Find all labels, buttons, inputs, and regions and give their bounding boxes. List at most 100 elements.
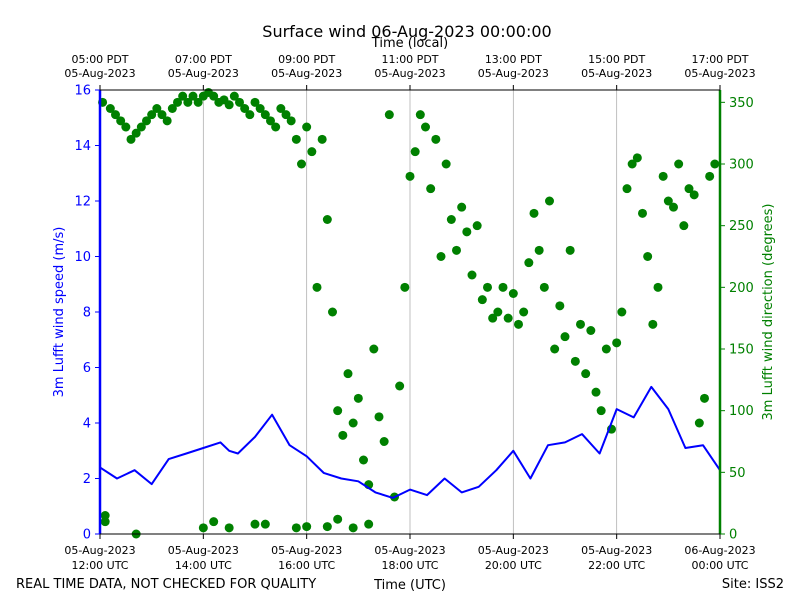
direction-point — [348, 418, 358, 428]
direction-point — [147, 110, 157, 120]
grid-lines — [202, 90, 618, 534]
direction-point — [183, 97, 193, 107]
direction-point — [441, 159, 451, 169]
direction-point — [162, 116, 172, 126]
direction-point — [111, 110, 120, 120]
direction-point — [483, 282, 492, 292]
direction-point — [477, 295, 487, 305]
top-tick-date: 05-Aug-2023 — [581, 67, 652, 80]
direction-point — [653, 282, 663, 292]
direction-point — [245, 110, 255, 120]
wind-speed-line — [99, 385, 721, 499]
right-tick-label: 50 — [729, 466, 746, 481]
left-axis-ticks: 0 2 4 6 8 10 12 14 16 — [74, 84, 100, 543]
direction-point — [700, 393, 709, 403]
bottom-tick-time: 18:00 UTC — [381, 559, 438, 572]
direction-point — [462, 227, 472, 237]
direction-point — [188, 91, 198, 101]
bottom-tick-time: 12:00 UTC — [71, 559, 128, 572]
direction-point — [157, 110, 167, 120]
direction-point — [524, 258, 534, 268]
left-tick-label: 4 — [83, 417, 91, 432]
direction-point — [550, 344, 560, 354]
top-tick-time: 09:00 PDT — [278, 53, 335, 66]
direction-point — [235, 97, 244, 107]
direction-point — [508, 289, 518, 298]
bottom-tick-date: 05-Aug-2023 — [271, 544, 342, 557]
direction-point — [663, 196, 673, 206]
right-tick-label: 350 — [729, 96, 754, 111]
direction-point — [359, 455, 368, 465]
bottom-tick-time: 14:00 UTC — [175, 559, 232, 572]
direction-point — [431, 134, 441, 144]
direction-point — [343, 369, 353, 379]
direction-point — [421, 122, 430, 132]
direction-point — [570, 356, 580, 366]
direction-point — [379, 437, 389, 446]
left-tick-label: 12 — [74, 195, 91, 210]
top-tick-date: 05-Aug-2023 — [271, 67, 342, 80]
direction-point — [581, 369, 591, 379]
direction-point — [255, 104, 265, 113]
bottom-tick-date: 05-Aug-2023 — [374, 544, 445, 557]
direction-point — [250, 97, 260, 107]
direction-point — [276, 104, 286, 113]
direction-point — [384, 110, 394, 120]
direction-point — [173, 97, 182, 107]
direction-point — [493, 307, 503, 317]
direction-point — [353, 393, 363, 403]
direction-point — [209, 517, 219, 527]
left-tick-label: 14 — [74, 139, 91, 154]
direction-point — [307, 147, 317, 157]
direction-point — [260, 519, 270, 529]
direction-point — [539, 282, 549, 292]
direction-point — [684, 184, 694, 194]
direction-point — [395, 381, 405, 391]
direction-point — [291, 523, 301, 533]
direction-point — [694, 418, 704, 428]
direction-point — [415, 110, 425, 120]
direction-point — [426, 184, 436, 194]
direction-point — [601, 344, 611, 354]
chart-title: Surface wind 06-Aug-2023 00:00:00 — [262, 22, 551, 41]
direction-point — [374, 412, 384, 422]
direction-point — [519, 307, 529, 317]
direction-point — [224, 523, 234, 533]
direction-point — [250, 519, 260, 529]
right-tick-label: 150 — [729, 343, 754, 358]
direction-point — [612, 338, 622, 348]
right-axis-label: 3m Lufft wind direction (degrees) — [761, 204, 776, 421]
footer-site: Site: ISS2 — [722, 577, 784, 592]
direction-point — [302, 522, 312, 532]
direction-point — [674, 159, 684, 169]
direction-point — [596, 406, 606, 416]
direction-point — [467, 270, 477, 280]
bottom-axis-ticks: 05-Aug-2023 12:00 UTC 05-Aug-2023 14:00 UTC… — [64, 534, 756, 572]
bottom-tick-date: 06-Aug-2023 — [684, 544, 755, 557]
direction-point — [136, 122, 146, 132]
direction-point — [638, 208, 647, 218]
direction-point — [648, 319, 658, 329]
direction-point — [658, 171, 668, 181]
direction-point — [142, 116, 151, 126]
direction-point — [100, 511, 110, 520]
left-tick-label: 10 — [74, 250, 91, 265]
top-tick-time: 11:00 PDT — [381, 53, 438, 66]
direction-point — [271, 122, 281, 132]
direction-point — [617, 307, 627, 317]
direction-point — [178, 91, 188, 101]
right-tick-label: 300 — [729, 158, 754, 173]
wind-direction-series — [98, 87, 720, 539]
direction-point — [632, 153, 642, 163]
direction-point — [322, 215, 332, 224]
top-tick-time: 05:00 PDT — [71, 53, 128, 66]
top-tick-time: 17:00 PDT — [691, 53, 748, 66]
direction-point — [131, 128, 141, 138]
bottom-tick-time: 20:00 UTC — [485, 559, 542, 572]
direction-point — [452, 245, 461, 255]
direction-point — [410, 147, 420, 157]
direction-point — [126, 134, 136, 144]
direction-point — [100, 517, 110, 527]
direction-point — [364, 519, 374, 529]
